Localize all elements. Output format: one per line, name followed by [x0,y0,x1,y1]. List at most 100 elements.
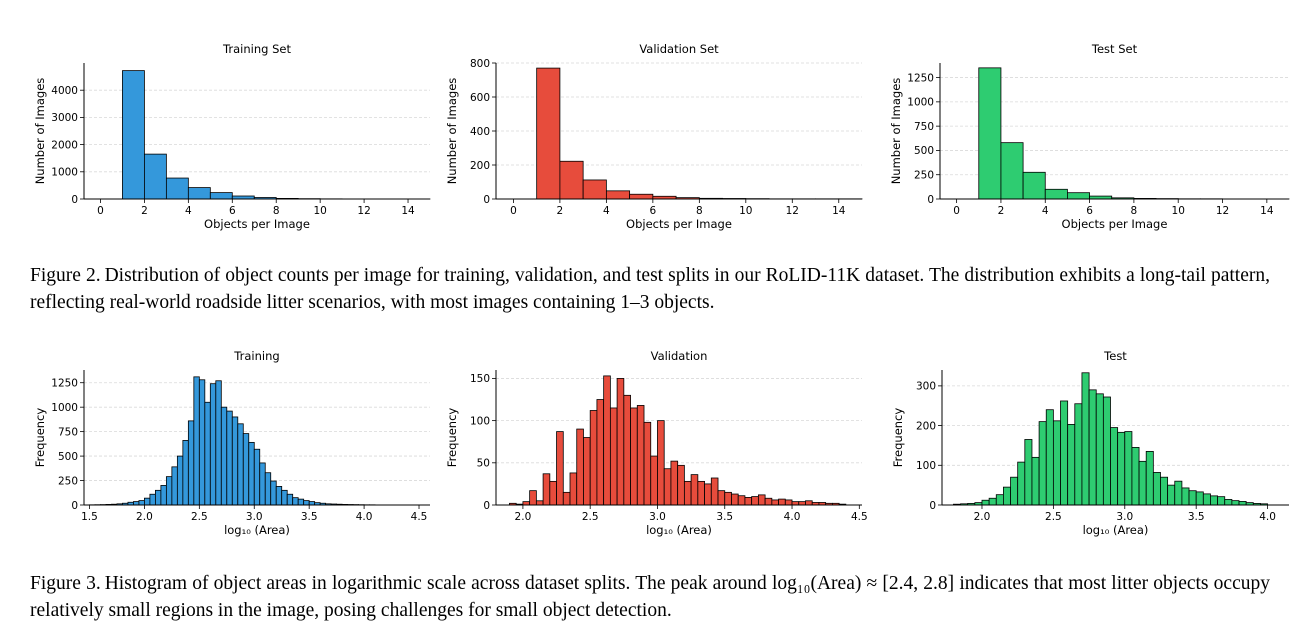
chart-count-validation: 0 2 4 6 8 10 12 14 0 200 400 600 800 Validation Set Ob… [445,42,863,231]
chart-area-validation: 2.0 2.5 3.0 3.5 4.0 4.5 0 50 100 150 Validation log… [445,349,868,537]
x-tick-label: 12 [786,205,799,217]
y-axis-label: Number of Images [889,78,903,185]
x-axis-label: Objects per Image [204,217,310,231]
histogram-bar [286,493,294,506]
histogram-bar [1167,484,1176,506]
x-tick-label: 8 [696,205,703,217]
y-tick-label: 50 [477,458,490,470]
x-axis-label: Objects per Image [626,217,732,231]
chart-title: Validation Set [639,42,719,56]
y-tick-label: 1000 [51,167,78,179]
x-tick-label: 2.5 [1045,511,1062,523]
x-tick-label: 3.0 [246,511,263,523]
histogram-bar [562,491,571,506]
histogram-bar [1117,431,1126,506]
histogram-bar [1067,423,1076,506]
histogram-bar [248,441,255,506]
histogram-bar [1217,496,1226,506]
x-tick-label: 12 [357,205,370,217]
histogram-bar [559,160,584,200]
histogram-bar [187,420,195,506]
x-axis-label: Objects per Image [1062,217,1168,231]
histogram-bar [292,497,299,506]
histogram-bar [1138,460,1147,506]
x-tick-label: 1.5 [81,511,98,523]
y-tick-label: 0 [483,194,490,206]
y-axis-label: Number of Images [33,78,47,185]
histogram-bar [529,490,537,506]
x-tick-label: 14 [401,205,415,217]
histogram-bar [165,476,173,506]
histogram-bar [603,375,611,506]
y-tick-label: 0 [71,194,78,206]
histogram-bar [757,494,766,506]
figure3-caption: Figure 3. Histogram of object areas in lo… [30,570,1270,624]
x-tick-label: 10 [739,205,752,217]
histogram-bar [1224,499,1233,506]
histogram-bar [791,501,800,506]
x-tick-label: 4.5 [851,511,868,523]
histogram-bar [663,468,672,506]
histogram-bar [690,474,699,506]
y-tick-label: 3000 [51,112,78,124]
histogram-bar [704,483,712,506]
x-tick-label: 2 [141,205,148,217]
y-tick-label: 600 [470,92,490,104]
histogram-bar [1067,192,1090,200]
histogram-bar [237,423,244,506]
x-tick-label: 3.5 [301,511,318,523]
histogram-bar [1088,389,1097,506]
y-tick-label: 100 [470,415,490,427]
histogram-bar [995,494,1004,506]
x-tick-label: 10 [313,205,326,217]
y-tick-label: 400 [470,126,490,138]
x-tick-label: 2.0 [515,511,532,523]
histogram-bar [1022,171,1046,200]
x-tick-label: 6 [1086,205,1093,217]
histogram-bar [144,497,151,506]
histogram-bar [259,462,266,506]
figure3-caption-text: Histogram of object areas in logarithmic… [30,573,1270,621]
histogram-bar [1000,142,1024,200]
histogram-bar [133,501,140,506]
histogram-bar [784,499,793,506]
histogram-bar [737,495,746,506]
chart-area-test: 2.0 2.5 3.0 3.5 4.0 0 100 200 300 Test log₁₀ (Area… [891,349,1289,537]
histogram-bar [522,501,531,506]
histogram-bar [198,379,206,506]
histogram-bar [542,473,551,506]
histogram-bar [569,472,578,506]
x-tick-label: 3.5 [716,511,733,523]
y-tick-label: 200 [916,420,936,432]
y-axis-label: Frequency [33,408,47,468]
histogram-bar [1045,409,1054,506]
x-tick-label: 3.5 [1188,511,1205,523]
histogram-bar [677,464,685,506]
y-tick-label: 750 [914,121,934,133]
histogram-bar [1202,493,1211,506]
x-tick-label: 2.5 [191,511,208,523]
histogram-bar [751,496,759,506]
histogram-bar [609,407,618,506]
histogram-bar [193,376,200,506]
chart-count-training: 0 2 4 6 8 10 12 14 0 1000 2000 3000 4000 Training Set… [33,42,431,231]
histogram-bar [1174,480,1183,506]
x-tick-label: 4 [1042,205,1049,217]
histogram-bar [978,67,1002,200]
histogram-bar [149,493,156,506]
histogram-bar [650,455,658,506]
x-tick-label: 4 [185,205,192,217]
x-tick-label: 4 [603,205,610,217]
histogram-bar [724,491,732,506]
y-tick-label: 300 [916,381,936,393]
x-tick-label: 10 [1172,205,1185,217]
histogram-bar [549,480,557,506]
histogram-bar [1152,472,1161,506]
chart-area-training: 1.5 2.0 2.5 3.0 3.5 4.0 4.5 0 250 500 750 1000 1250 T… [33,349,430,537]
y-tick-label: 0 [71,500,78,512]
y-tick-label: 2000 [51,139,78,151]
histogram-bar [535,500,544,506]
x-tick-label: 6 [650,205,657,217]
y-tick-label: 500 [914,145,934,157]
histogram-bar [297,498,305,506]
